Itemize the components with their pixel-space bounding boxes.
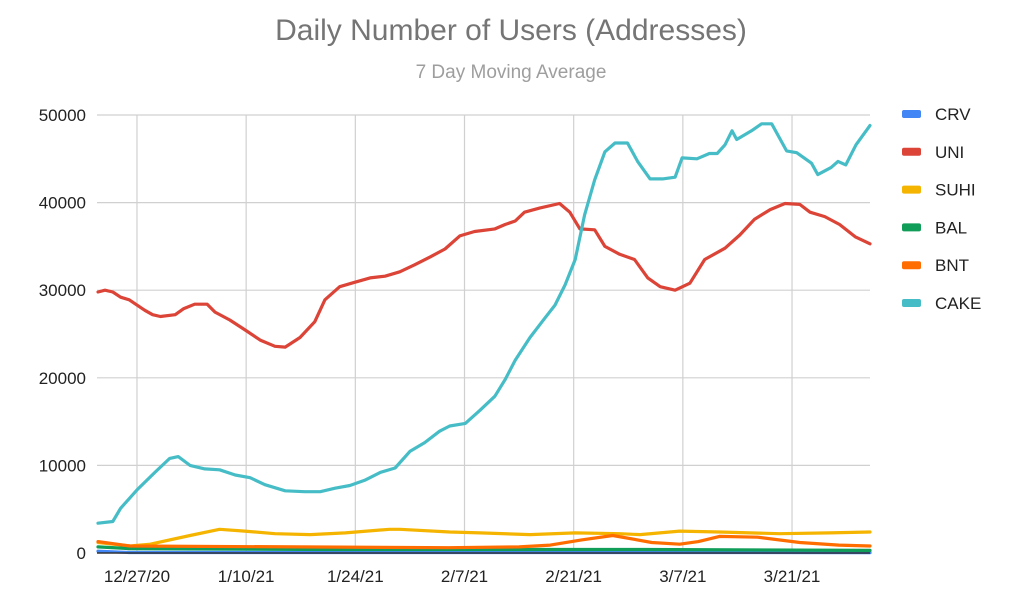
y-tick-label: 30000	[39, 281, 86, 300]
legend-swatch	[902, 261, 921, 270]
chart-title: Daily Number of Users (Addresses)	[275, 14, 747, 47]
legend-item-cake[interactable]: CAKE	[902, 294, 981, 313]
legend-swatch	[902, 147, 921, 156]
chart-subtitle: 7 Day Moving Average	[416, 62, 607, 83]
x-tick-label: 12/27/20	[104, 567, 170, 586]
legend-item-suhi[interactable]: SUHI	[902, 181, 976, 200]
legend-label: BNT	[935, 256, 969, 275]
series-line-bal	[96, 545, 872, 553]
legend: CRV UNI SUHI BAL BNT CAKE	[902, 105, 981, 313]
series-line-suhi	[96, 527, 872, 548]
series-line-bnt	[96, 533, 872, 550]
legend-swatch	[902, 185, 921, 194]
y-tick-label: 50000	[39, 106, 86, 125]
y-tick-label: 40000	[39, 194, 86, 213]
legend-item-bal[interactable]: BAL	[902, 218, 967, 237]
series-lines	[96, 122, 872, 555]
legend-item-crv[interactable]: CRV	[902, 105, 971, 124]
x-tick-label: 3/21/21	[764, 567, 821, 586]
x-tick-label: 3/7/21	[659, 567, 706, 586]
y-tick-label: 10000	[39, 456, 86, 475]
legend-label: CRV	[935, 105, 971, 124]
legend-item-bnt[interactable]: BNT	[902, 256, 969, 275]
legend-swatch	[902, 223, 921, 232]
legend-label: SUHI	[935, 181, 976, 200]
x-tick-label: 2/21/21	[545, 567, 602, 586]
legend-label: BAL	[935, 218, 967, 237]
legend-item-uni[interactable]: UNI	[902, 143, 964, 162]
legend-label: CAKE	[935, 294, 981, 313]
legend-label: UNI	[935, 143, 964, 162]
x-tick-label: 1/10/21	[218, 567, 275, 586]
series-line-uni	[96, 201, 872, 349]
series-line-cake	[96, 122, 872, 525]
legend-swatch	[902, 299, 921, 307]
gridlines	[97, 114, 870, 553]
x-tick-label: 2/7/21	[441, 567, 488, 586]
y-axis: 0 10000 20000 30000 40000 50000	[39, 106, 86, 563]
x-axis: 12/27/20 1/10/21 1/24/21 2/7/21 2/21/21 3/7/2…	[104, 567, 820, 586]
x-tick-label: 1/24/21	[327, 567, 384, 586]
y-tick-label: 0	[77, 544, 86, 563]
legend-swatch	[902, 110, 921, 118]
y-tick-label: 20000	[39, 369, 86, 388]
